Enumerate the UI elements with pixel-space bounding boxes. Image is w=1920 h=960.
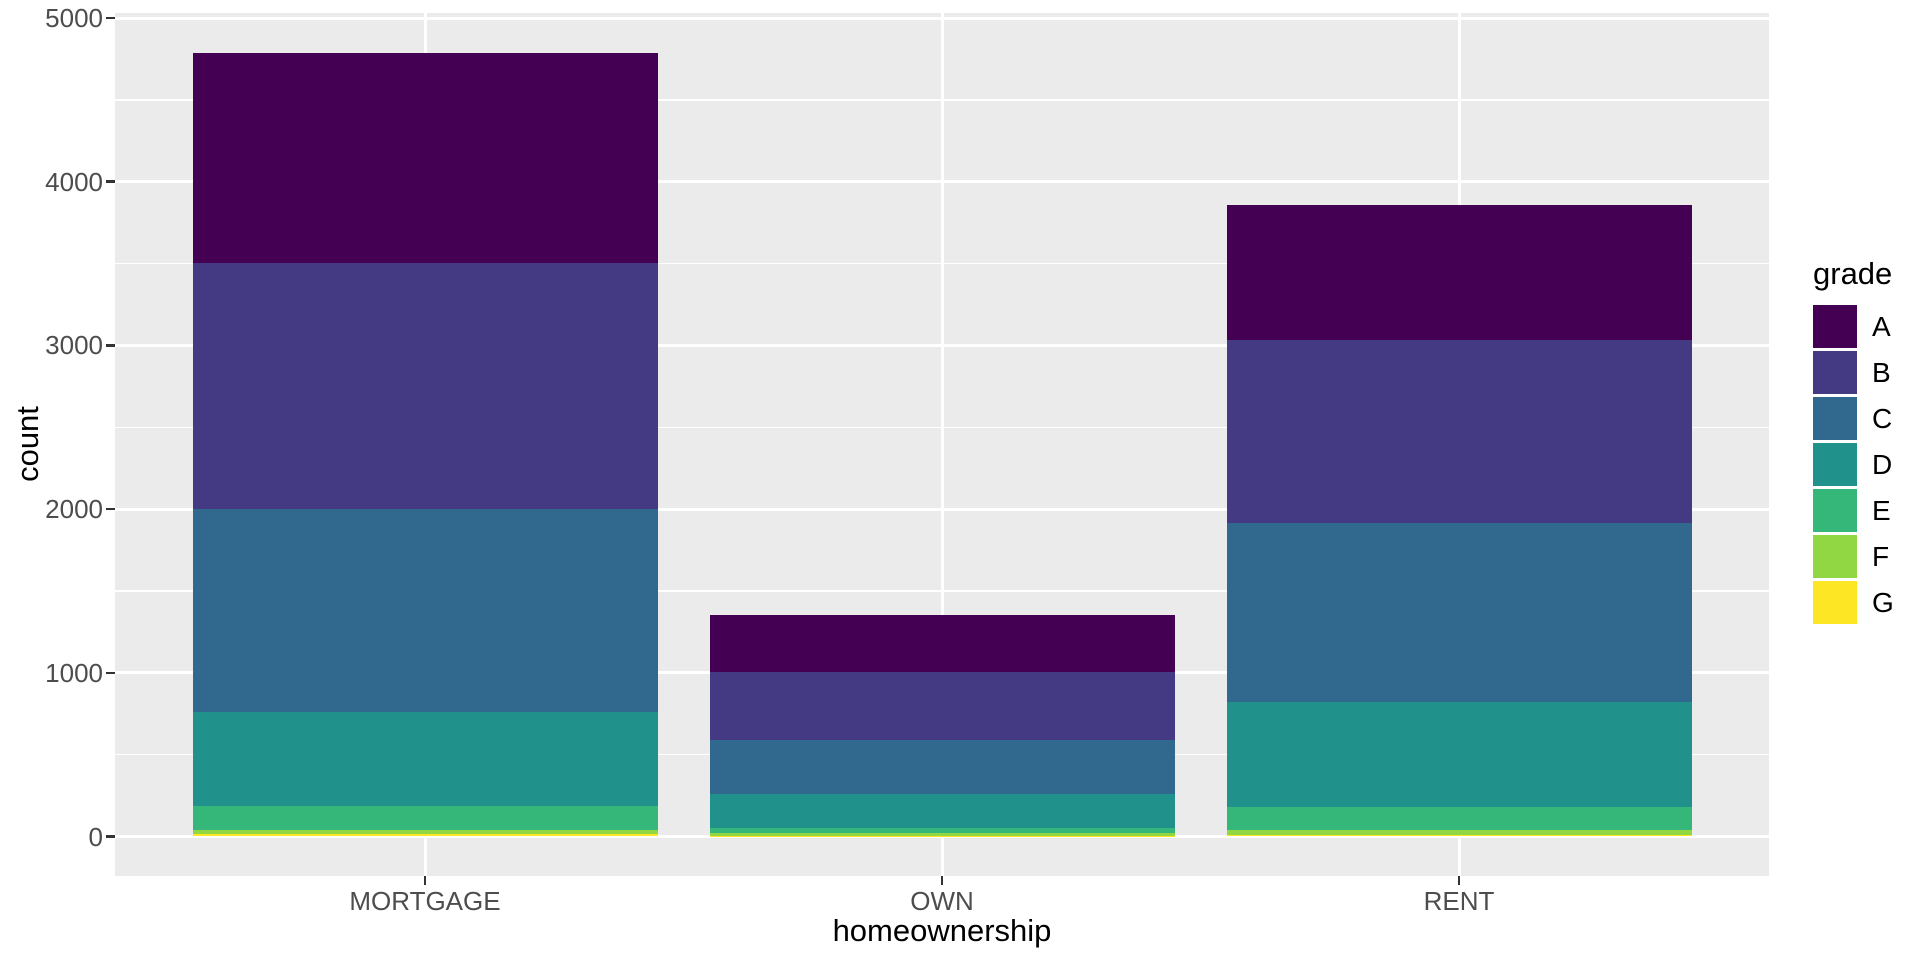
y-tick-label: 0 (88, 821, 103, 852)
bar-segment-mortgage-grade-c (192, 508, 658, 712)
y-tick-label: 3000 (45, 330, 103, 361)
bar-segment-mortgage-grade-e (192, 805, 658, 831)
legend-title: grade (1813, 256, 1893, 291)
x-tick-label: RENT (1423, 885, 1495, 916)
x-tick-mark (423, 875, 427, 885)
legend-key-c (1813, 397, 1857, 440)
legend-label-b: B (1872, 357, 1891, 388)
y-tick-mark (106, 671, 115, 675)
legend-label-d: D (1872, 449, 1893, 480)
bar-segment-own-grade-b (709, 671, 1175, 740)
bar-segment-rent-grade-e (1226, 806, 1692, 830)
major-gridline-vertical (940, 13, 944, 876)
bar-segment-mortgage-grade-a (192, 52, 658, 264)
bar-segment-rent-grade-a (1226, 204, 1692, 340)
bar-segment-rent-grade-c (1226, 523, 1692, 703)
legend-label-g: G (1872, 587, 1894, 618)
bar-segment-own-grade-c (709, 739, 1175, 794)
bar-segment-rent-grade-g (1226, 834, 1692, 837)
x-axis-title: homeownership (832, 913, 1052, 948)
bar-segment-mortgage-grade-d (192, 711, 658, 806)
bar-segment-rent-grade-f (1226, 829, 1692, 835)
bar-segment-mortgage-grade-g (192, 834, 658, 837)
legend-key-b (1813, 351, 1857, 394)
bar-segment-own-grade-f (709, 833, 1175, 836)
x-tick-label: MORTGAGE (349, 885, 501, 916)
bar-segment-own-grade-e (709, 827, 1175, 834)
bar-segment-rent-grade-b (1226, 339, 1692, 524)
y-tick-mark (106, 16, 115, 20)
y-tick-mark (106, 180, 115, 183)
legend-label-e: E (1872, 495, 1891, 526)
legend-label-c: C (1872, 403, 1893, 434)
legend-key-d (1813, 443, 1857, 486)
legend-key-g (1813, 581, 1857, 624)
bar-segment-mortgage-grade-b (192, 263, 658, 509)
bar-segment-mortgage-grade-f (192, 830, 658, 835)
legend-key-e (1813, 489, 1857, 532)
x-tick-mark (1457, 875, 1461, 885)
y-tick-label: 4000 (45, 166, 103, 197)
y-tick-label: 1000 (45, 657, 103, 688)
y-tick-mark (106, 835, 115, 838)
y-tick-mark (106, 507, 115, 511)
y-tick-label: 2000 (45, 494, 103, 525)
y-axis-title: count (10, 406, 45, 483)
x-tick-label: OWN (910, 885, 974, 916)
legend-label-f: F (1872, 541, 1890, 572)
y-tick-mark (106, 344, 115, 347)
legend-key-a (1813, 305, 1857, 348)
legend-key-f (1813, 535, 1857, 578)
bar-segment-own-grade-a (709, 615, 1175, 672)
legend-label-a: A (1872, 311, 1891, 342)
bar-segment-own-grade-d (709, 793, 1175, 828)
x-tick-mark (940, 875, 944, 885)
bar-segment-rent-grade-d (1226, 702, 1692, 807)
bar-segment-own-grade-g (709, 835, 1175, 837)
y-tick-label: 5000 (45, 3, 103, 33)
